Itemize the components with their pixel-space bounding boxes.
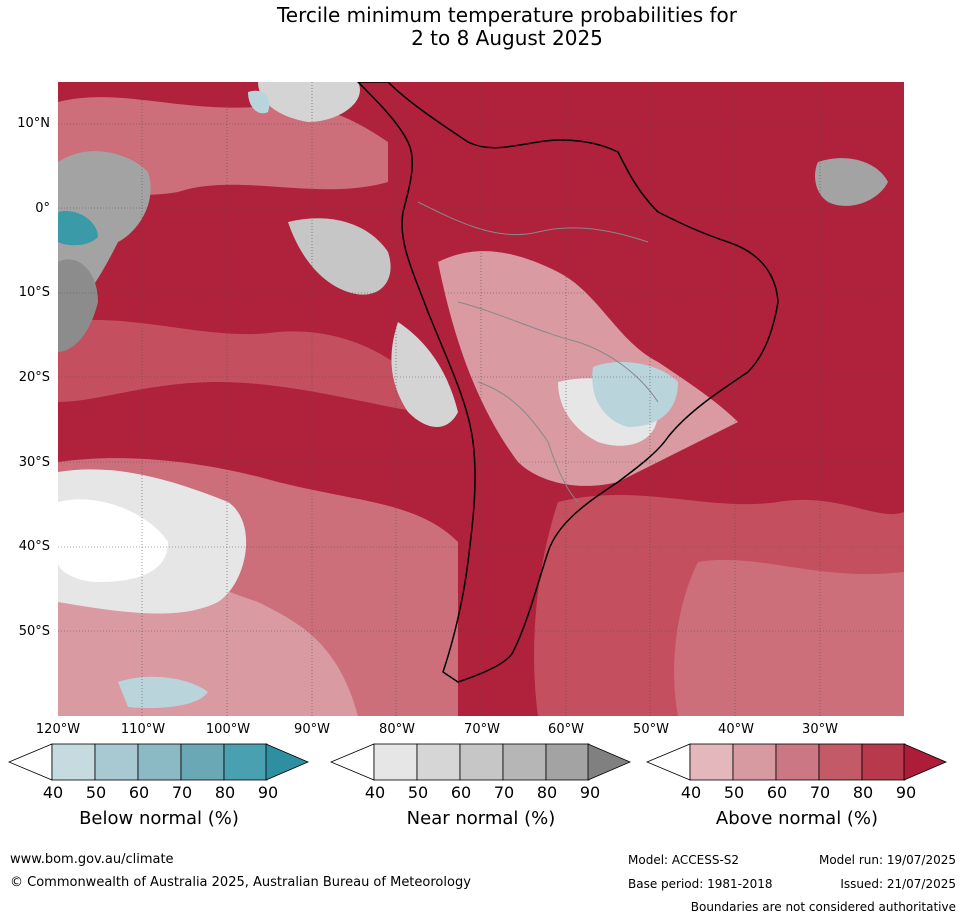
tick-label: 40 [42,783,64,802]
region-near-normal-dark [58,259,98,352]
colorbar-near-svg [330,743,632,781]
colorbar-cell [180,743,225,781]
region-below-normal-south [118,676,208,709]
base-period: Base period: 1981-2018 [628,877,773,891]
country-border [477,381,579,503]
tick-label: 70 [493,783,515,802]
lon-label: 80°W [379,722,415,737]
region-near-normal-peru [391,322,458,427]
colorbar-below-normal [8,743,310,781]
model-run-date: Model run: 19/07/2025 [818,853,956,867]
lon-label: 120°W [35,722,81,737]
map-canvas [58,82,904,716]
tick-label: 40 [680,783,702,802]
lat-label: 50°S [18,624,50,639]
region-below-normal-dark [58,211,98,246]
lon-label: 30°W [802,722,838,737]
lon-label: 110°W [120,722,166,737]
model-name: Model: ACCESS-S2 [628,853,740,867]
lon-label: 70°W [464,722,500,737]
colorbar-cell [502,743,547,781]
colorbar-cell [818,743,863,781]
region-above-50-central [438,251,738,486]
lat-label: 40°S [18,539,50,554]
colorbar-cell [223,743,268,781]
colorbar-extend-tip [587,743,632,781]
colorbar-cell [137,743,182,781]
tick-label: 50 [85,783,107,802]
region-below-normal-north [248,90,270,114]
colorbar-cell [732,743,777,781]
title-line-2: 2 to 8 August 2025 [411,26,603,50]
lat-label: 30°S [18,455,50,470]
colorbar-cell [94,743,139,781]
colorbar-cell [459,743,504,781]
tick-label: 90 [579,783,601,802]
colorbar-above-svg [646,743,948,781]
coastline [356,82,779,683]
tick-label: 80 [536,783,558,802]
region-above-70-west [58,319,418,412]
colorbar-near-normal [330,743,632,781]
region-near-normal-north [258,82,360,122]
region-near-normal-pacific [288,218,391,295]
tick-label: 40 [364,783,386,802]
title-line-1: Tercile minimum temperature probabilitie… [276,3,738,27]
colorbar-below-title: Below normal (%) [79,808,239,829]
tick-label: 50 [723,783,745,802]
lat-label: 20°S [18,370,50,385]
colorbar-near-title: Near normal (%) [406,808,556,829]
issued-date: Issued: 21/07/2025 [840,877,956,891]
colorbar-cell [861,743,906,781]
graticule [58,82,904,716]
boundary-disclaimer: Boundaries are not considered authoritat… [690,900,956,914]
lat-label: 10°S [18,285,50,300]
lon-label: 40°W [718,722,754,737]
country-border [417,201,649,243]
colorbar-cell [51,743,96,781]
tick-label: 60 [766,783,788,802]
tick-label: 70 [171,783,193,802]
tick-label: 60 [450,783,472,802]
colorbar-extend-tip [265,743,310,781]
country-border [457,301,659,403]
chart-title: Tercile minimum temperature probabilitie… [0,4,965,50]
colorbar-cell [416,743,461,781]
lon-label: 60°W [548,722,584,737]
region-below-normal-brazil [592,362,678,427]
colorbar-cell [689,743,734,781]
probability-map[interactable] [58,82,904,716]
colorbar-below-svg [8,743,310,781]
lon-label: 100°W [205,722,251,737]
tick-label: 80 [214,783,236,802]
website-link[interactable]: www.bom.gov.au/climate [10,852,174,867]
tick-label: 90 [257,783,279,802]
colorbar-cell [545,743,590,781]
region-near-normal-atlantic [815,158,888,206]
colorbar-above-normal [646,743,948,781]
tick-label: 90 [895,783,917,802]
tick-label: 50 [407,783,429,802]
colorbar-cell [373,743,418,781]
tick-label: 80 [852,783,874,802]
copyright-text: © Commonwealth of Australia 2025, Austra… [10,875,471,890]
colorbar-extend-tip [903,743,948,781]
lat-label: 0° [35,201,50,216]
region-above-60-southeast [674,559,904,716]
tick-label: 70 [809,783,831,802]
lon-label: 90°W [294,722,330,737]
colorbar-above-title: Above normal (%) [715,808,879,829]
region-normal-white [58,499,168,582]
lon-label: 50°W [633,722,669,737]
colorbar-cell [775,743,820,781]
lat-label: 10°N [17,116,50,131]
tick-label: 60 [128,783,150,802]
